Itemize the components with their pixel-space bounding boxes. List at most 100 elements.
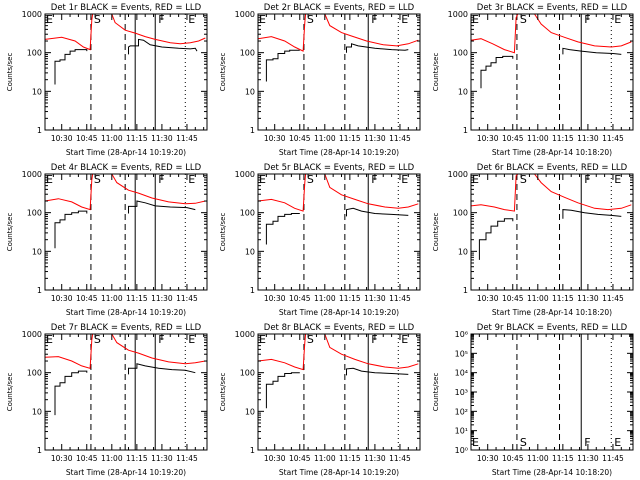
x-axis-label: Start Time (28-Apr-14 10:19:20) — [279, 308, 399, 317]
series-line-events — [265, 372, 300, 409]
plot-frame — [44, 173, 208, 291]
x-tick-label: 10:45 — [502, 134, 524, 143]
x-tick-label: 11:00 — [314, 294, 336, 303]
x-tick-label: 11:00 — [527, 134, 549, 143]
plot-frame — [470, 173, 634, 291]
x-axis-label: Start Time (28-Apr-14 10:19:20) — [279, 148, 399, 157]
x-tick-label: 10:45 — [289, 454, 311, 463]
plot-title: Det 3r BLACK = Events, RED = LLD — [477, 3, 628, 13]
series-line-lld — [534, 173, 632, 211]
series-line-lld — [111, 13, 206, 45]
x-axis-label: Start Time (28-Apr-14 10:19:20) — [279, 468, 399, 477]
marker-label-e: E — [401, 333, 408, 346]
x-tick-label: 11:15 — [552, 134, 574, 143]
x-tick-label: 11:15 — [126, 134, 148, 143]
y-tick-label: 1 — [463, 286, 468, 295]
x-tick-label: 11:45 — [176, 454, 198, 463]
y-tick-label: 1 — [37, 446, 42, 455]
series-line-events — [54, 210, 88, 249]
series-line-lld — [111, 333, 206, 365]
series-line-lld — [44, 333, 101, 369]
plot-frame — [257, 333, 421, 451]
y-tick-label: 1 — [37, 126, 42, 135]
series-line-events — [562, 47, 622, 55]
x-tick-label: 11:45 — [602, 294, 624, 303]
y-axis-label: Counts/sec — [6, 213, 14, 252]
marker-label-e: E — [614, 13, 621, 26]
series-line-events — [562, 209, 622, 219]
y-tick-label: 10 — [32, 247, 42, 256]
y-tick-label: 1 — [250, 286, 255, 295]
y-axis-label: Counts/sec — [219, 373, 227, 412]
y-tick-label: 1000 — [22, 330, 42, 339]
y-tick-label: 10 — [245, 407, 255, 416]
x-tick-label: 10:45 — [76, 294, 98, 303]
y-tick-label: 100 — [453, 49, 468, 58]
x-tick-label: 11:30 — [364, 294, 386, 303]
y-axis-label: Counts/sec — [219, 53, 227, 92]
y-tick-label: 1 — [250, 126, 255, 135]
detector-plot-4: Det 4r BLACK = Events, RED = LLD Counts/s… — [6, 163, 208, 317]
series-line-lld — [44, 173, 101, 211]
x-tick-label: 11:15 — [552, 294, 574, 303]
marker-label-f: F — [584, 13, 590, 26]
y-tick-label: 1000 — [235, 170, 255, 179]
y-axis-label: Counts/sec — [432, 53, 440, 92]
plot-title: Det 6r BLACK = Events, RED = LLD — [477, 163, 628, 173]
x-axis-label: Start Time (28-Apr-14 10:18:20) — [492, 308, 612, 317]
series-line-lld — [324, 13, 419, 47]
plot-title: Det 9r BLACK = Events, RED = LLD — [477, 323, 628, 333]
y-tick-label: 100 — [27, 49, 42, 58]
y-tick-label: 10⁴ — [455, 369, 468, 378]
marker-label-s: S — [94, 333, 101, 346]
x-tick-label: 11:30 — [577, 294, 599, 303]
y-tick-label: 1 — [463, 126, 468, 135]
x-axis-label: Start Time (28-Apr-14 10:19:20) — [66, 148, 186, 157]
x-tick-label: 11:00 — [314, 454, 336, 463]
marker-label-e: E — [472, 436, 479, 449]
y-tick-label: 10⁰ — [455, 446, 468, 455]
x-tick-label: 10:30 — [264, 294, 286, 303]
series-line-events — [128, 200, 196, 214]
x-tick-label: 11:00 — [101, 454, 123, 463]
y-tick-label: 100 — [453, 209, 468, 218]
x-tick-label: 11:45 — [176, 134, 198, 143]
y-axis-label: Counts/sec — [432, 373, 440, 412]
y-tick-label: 10 — [458, 247, 468, 256]
x-tick-label: 10:45 — [502, 294, 524, 303]
y-tick-label: 10² — [455, 407, 468, 416]
plot-title: Det 4r BLACK = Events, RED = LLD — [51, 163, 202, 173]
x-tick-label: 11:30 — [364, 134, 386, 143]
x-tick-label: 11:00 — [101, 134, 123, 143]
x-axis-label: Start Time (28-Apr-14 10:18:20) — [492, 148, 612, 157]
y-axis-label: Counts/sec — [432, 213, 440, 252]
marker-label-e: E — [401, 13, 408, 26]
x-tick-label: 11:30 — [364, 454, 386, 463]
series-line-events — [346, 207, 409, 217]
series-line-lld — [324, 173, 419, 209]
x-tick-label: 11:15 — [126, 454, 148, 463]
x-tick-label: 10:30 — [51, 454, 73, 463]
marker-label-f: F — [158, 13, 164, 26]
series-line-events — [346, 43, 409, 53]
series-line-events — [480, 55, 514, 89]
x-tick-label: 11:00 — [527, 454, 549, 463]
x-tick-label: 10:30 — [264, 134, 286, 143]
marker-label-f: F — [158, 333, 164, 346]
marker-label-e: E — [614, 173, 621, 186]
x-tick-label: 11:45 — [389, 294, 411, 303]
x-axis-label: Start Time (28-Apr-14 10:19:20) — [66, 308, 186, 317]
y-tick-label: 1000 — [448, 170, 468, 179]
series-line-events — [265, 49, 300, 82]
x-tick-label: 10:30 — [51, 134, 73, 143]
y-axis-label: Counts/sec — [6, 53, 14, 92]
marker-label-e: E — [188, 13, 195, 26]
x-tick-label: 10:30 — [477, 134, 499, 143]
marker-label-s: S — [307, 13, 314, 26]
marker-label-e: E — [401, 173, 408, 186]
y-tick-label: 1000 — [235, 10, 255, 19]
plot-title: Det 5r BLACK = Events, RED = LLD — [264, 163, 415, 173]
y-tick-label: 10 — [32, 407, 42, 416]
x-tick-label: 10:45 — [289, 134, 311, 143]
